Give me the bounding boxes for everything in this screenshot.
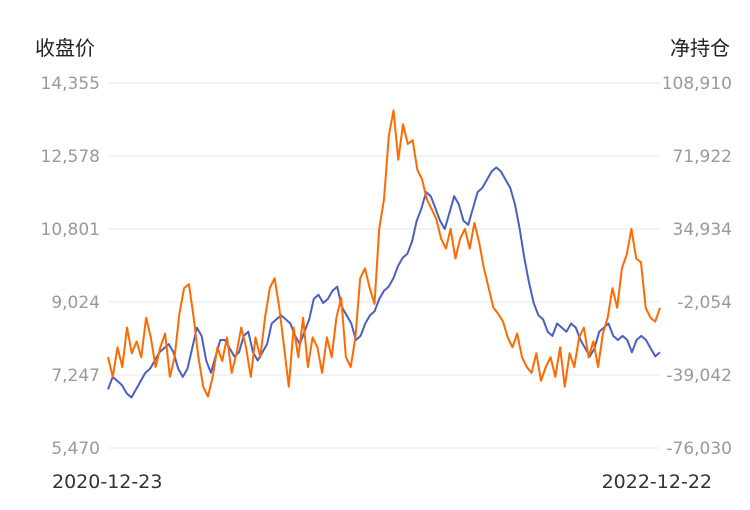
grid-lines: [108, 82, 660, 449]
net-position-line: [107, 109, 661, 398]
right-tick-label: 34,934: [673, 220, 732, 240]
left-tick-label: 7,247: [51, 366, 100, 386]
right-axis-ticks: 108,910 71,922 34,934 -2,054 -39,042 -76,030: [662, 74, 732, 459]
right-tick-label: 71,922: [673, 147, 732, 167]
left-tick-label: 12,578: [41, 147, 100, 167]
left-axis-title: 收盘价: [35, 36, 95, 60]
closing-price-line: [107, 166, 661, 399]
right-axis-title: 净持仓: [670, 36, 730, 60]
left-axis-ticks: 14,355 12,578 10,801 9,024 7,247 5,470: [41, 74, 100, 459]
left-tick-label: 10,801: [41, 220, 100, 240]
series-lines: [107, 109, 661, 399]
left-tick-label: 9,024: [51, 293, 100, 313]
right-tick-label: 108,910: [662, 74, 732, 94]
right-tick-label: -39,042: [666, 366, 732, 386]
right-tick-label: -2,054: [677, 293, 732, 313]
x-start-label: 2020-12-23: [52, 471, 162, 493]
left-tick-label: 5,470: [51, 439, 100, 459]
left-tick-label: 14,355: [41, 74, 100, 94]
x-end-label: 2022-12-22: [602, 471, 712, 493]
right-tick-label: -76,030: [666, 439, 732, 459]
